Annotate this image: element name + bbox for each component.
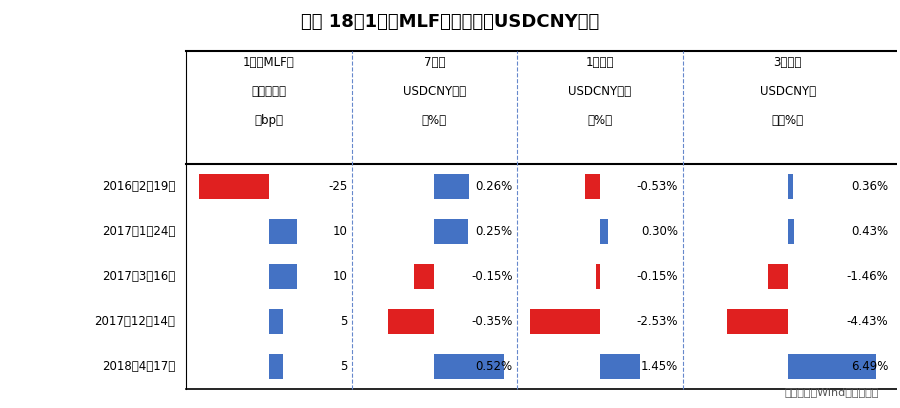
- Text: （%）: （%）: [588, 114, 612, 127]
- FancyBboxPatch shape: [788, 174, 793, 199]
- FancyBboxPatch shape: [269, 264, 297, 289]
- FancyBboxPatch shape: [599, 354, 640, 379]
- Text: 10: 10: [332, 225, 347, 238]
- FancyBboxPatch shape: [435, 219, 468, 244]
- Text: -2.53%: -2.53%: [636, 315, 678, 328]
- Text: 2016年2月19日: 2016年2月19日: [102, 180, 176, 193]
- Text: 2017年3月16日: 2017年3月16日: [103, 270, 176, 283]
- FancyBboxPatch shape: [599, 219, 608, 244]
- Text: 3个月后: 3个月后: [773, 56, 802, 69]
- Text: 0.36%: 0.36%: [851, 180, 888, 193]
- Text: 0.25%: 0.25%: [475, 225, 513, 238]
- Text: 5: 5: [340, 360, 347, 373]
- Text: 0.43%: 0.43%: [851, 225, 888, 238]
- FancyBboxPatch shape: [530, 309, 599, 334]
- Text: 动（%）: 动（%）: [771, 114, 804, 127]
- FancyBboxPatch shape: [788, 354, 876, 379]
- FancyBboxPatch shape: [388, 309, 435, 334]
- FancyBboxPatch shape: [414, 264, 435, 289]
- FancyBboxPatch shape: [435, 174, 469, 199]
- Text: 0.26%: 0.26%: [475, 180, 513, 193]
- Text: 10: 10: [332, 270, 347, 283]
- FancyBboxPatch shape: [269, 219, 297, 244]
- Text: USDCNY变动: USDCNY变动: [568, 85, 632, 98]
- FancyBboxPatch shape: [788, 219, 794, 244]
- Text: 2017年1月24日: 2017年1月24日: [102, 225, 176, 238]
- Text: 1个月后: 1个月后: [586, 56, 614, 69]
- Text: 0.52%: 0.52%: [475, 360, 513, 373]
- Text: 5: 5: [340, 315, 347, 328]
- Text: 图表 18：1年期MLF利率调整后USDCNY变动: 图表 18：1年期MLF利率调整后USDCNY变动: [301, 13, 599, 31]
- FancyBboxPatch shape: [727, 309, 788, 334]
- FancyBboxPatch shape: [200, 174, 269, 199]
- Text: 6.49%: 6.49%: [850, 360, 888, 373]
- Text: USDCNY变动: USDCNY变动: [403, 85, 466, 98]
- Text: （%）: （%）: [422, 114, 447, 127]
- FancyBboxPatch shape: [269, 354, 283, 379]
- Text: 1年期MLF利: 1年期MLF利: [243, 56, 294, 69]
- Text: 2018年4月17日: 2018年4月17日: [103, 360, 176, 373]
- FancyBboxPatch shape: [768, 264, 788, 289]
- Text: -0.15%: -0.15%: [471, 270, 513, 283]
- Text: （bp）: （bp）: [255, 114, 284, 127]
- Text: 2017年12月14日: 2017年12月14日: [94, 315, 176, 328]
- Text: -1.46%: -1.46%: [847, 270, 888, 283]
- Text: 数据来源：Wind、兴业研究: 数据来源：Wind、兴业研究: [785, 387, 879, 397]
- Text: -0.15%: -0.15%: [636, 270, 678, 283]
- Text: 0.30%: 0.30%: [641, 225, 678, 238]
- FancyBboxPatch shape: [585, 174, 599, 199]
- Text: 7天后: 7天后: [424, 56, 446, 69]
- Text: -0.35%: -0.35%: [472, 315, 513, 328]
- Text: USDCNY变: USDCNY变: [760, 85, 815, 98]
- Text: -0.53%: -0.53%: [636, 180, 678, 193]
- Text: -25: -25: [328, 180, 347, 193]
- FancyBboxPatch shape: [269, 309, 283, 334]
- FancyBboxPatch shape: [435, 354, 504, 379]
- FancyBboxPatch shape: [596, 264, 599, 289]
- Text: 率调整幅度: 率调整幅度: [251, 85, 286, 98]
- Text: -4.43%: -4.43%: [847, 315, 888, 328]
- Text: 1.45%: 1.45%: [641, 360, 678, 373]
